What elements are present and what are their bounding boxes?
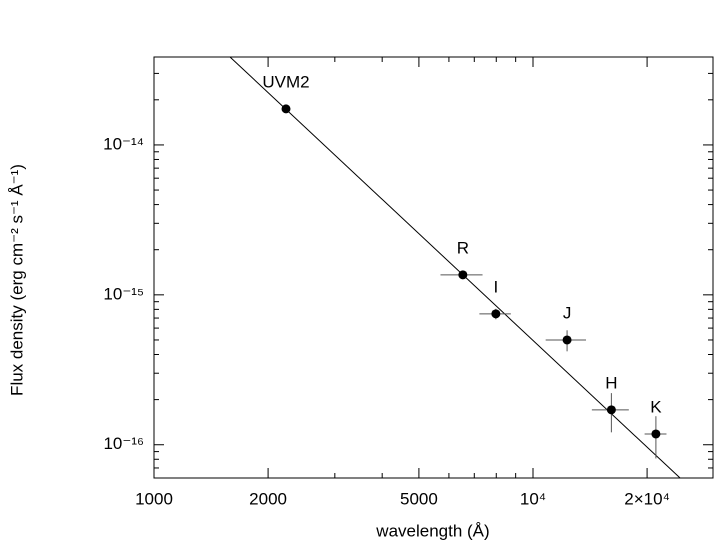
point-label: I xyxy=(493,277,498,296)
x-tick-label: 2×10⁴ xyxy=(624,489,670,508)
data-point xyxy=(458,270,468,280)
point-label: UVM2 xyxy=(262,72,309,91)
data-point xyxy=(606,405,616,415)
fit-line xyxy=(229,56,681,479)
point-label: J xyxy=(563,303,572,322)
x-tick-label: 2000 xyxy=(249,489,287,508)
point-label: R xyxy=(457,238,469,257)
plot-frame xyxy=(153,56,714,479)
x-tick-label: 10⁴ xyxy=(520,489,546,508)
y-tick-label: 10⁻¹⁴ xyxy=(103,134,144,153)
x-axis-label: wavelength (Å) xyxy=(375,521,489,540)
y-tick-label: 10⁻¹⁵ xyxy=(103,284,144,303)
x-tick-label: 1000 xyxy=(135,489,173,508)
y-tick-label: 10⁻¹⁶ xyxy=(103,434,144,453)
data-point xyxy=(562,335,572,345)
y-axis-label: Flux density (erg cm⁻² s⁻¹ Å⁻¹) xyxy=(7,164,26,396)
data-point xyxy=(651,429,661,439)
data-point xyxy=(491,309,501,319)
point-label: K xyxy=(650,397,662,416)
point-label: H xyxy=(605,373,617,392)
data-point xyxy=(281,104,291,114)
x-tick-label: 5000 xyxy=(400,489,438,508)
